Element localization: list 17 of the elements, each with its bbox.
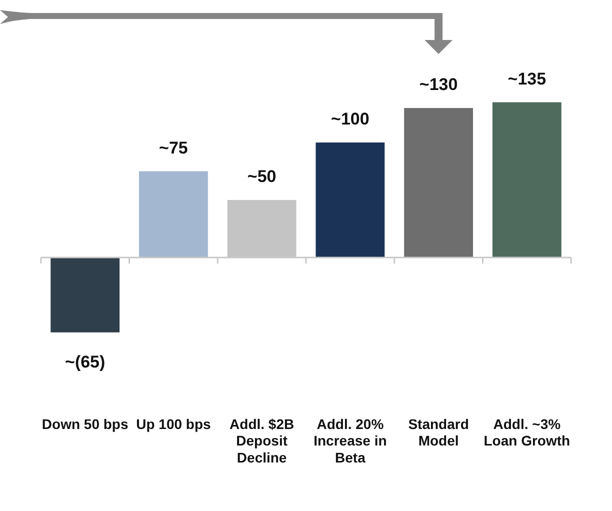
data-label: ~130 (419, 75, 458, 94)
x-tick-label: Addl. 20% Increase in Beta (314, 416, 387, 466)
data-label: ~100 (331, 110, 370, 129)
x-tick-label: Standard Model (408, 416, 469, 449)
data-label: ~135 (508, 69, 546, 88)
bar (404, 108, 474, 258)
x-tick-label: Addl. ~3% Loan Growth (484, 416, 570, 449)
x-tick-label: Down 50 bps (42, 416, 128, 432)
bar (139, 171, 208, 258)
bar (492, 102, 562, 258)
x-tick-label: Up 100 bps (136, 416, 212, 432)
bar (50, 258, 120, 332)
x-tick-label: Addl. $2B Deposit Decline (230, 416, 294, 466)
data-label: ~(65) (65, 352, 106, 372)
data-label: ~75 (159, 138, 188, 158)
data-label: ~50 (247, 167, 276, 186)
bar (316, 142, 385, 258)
